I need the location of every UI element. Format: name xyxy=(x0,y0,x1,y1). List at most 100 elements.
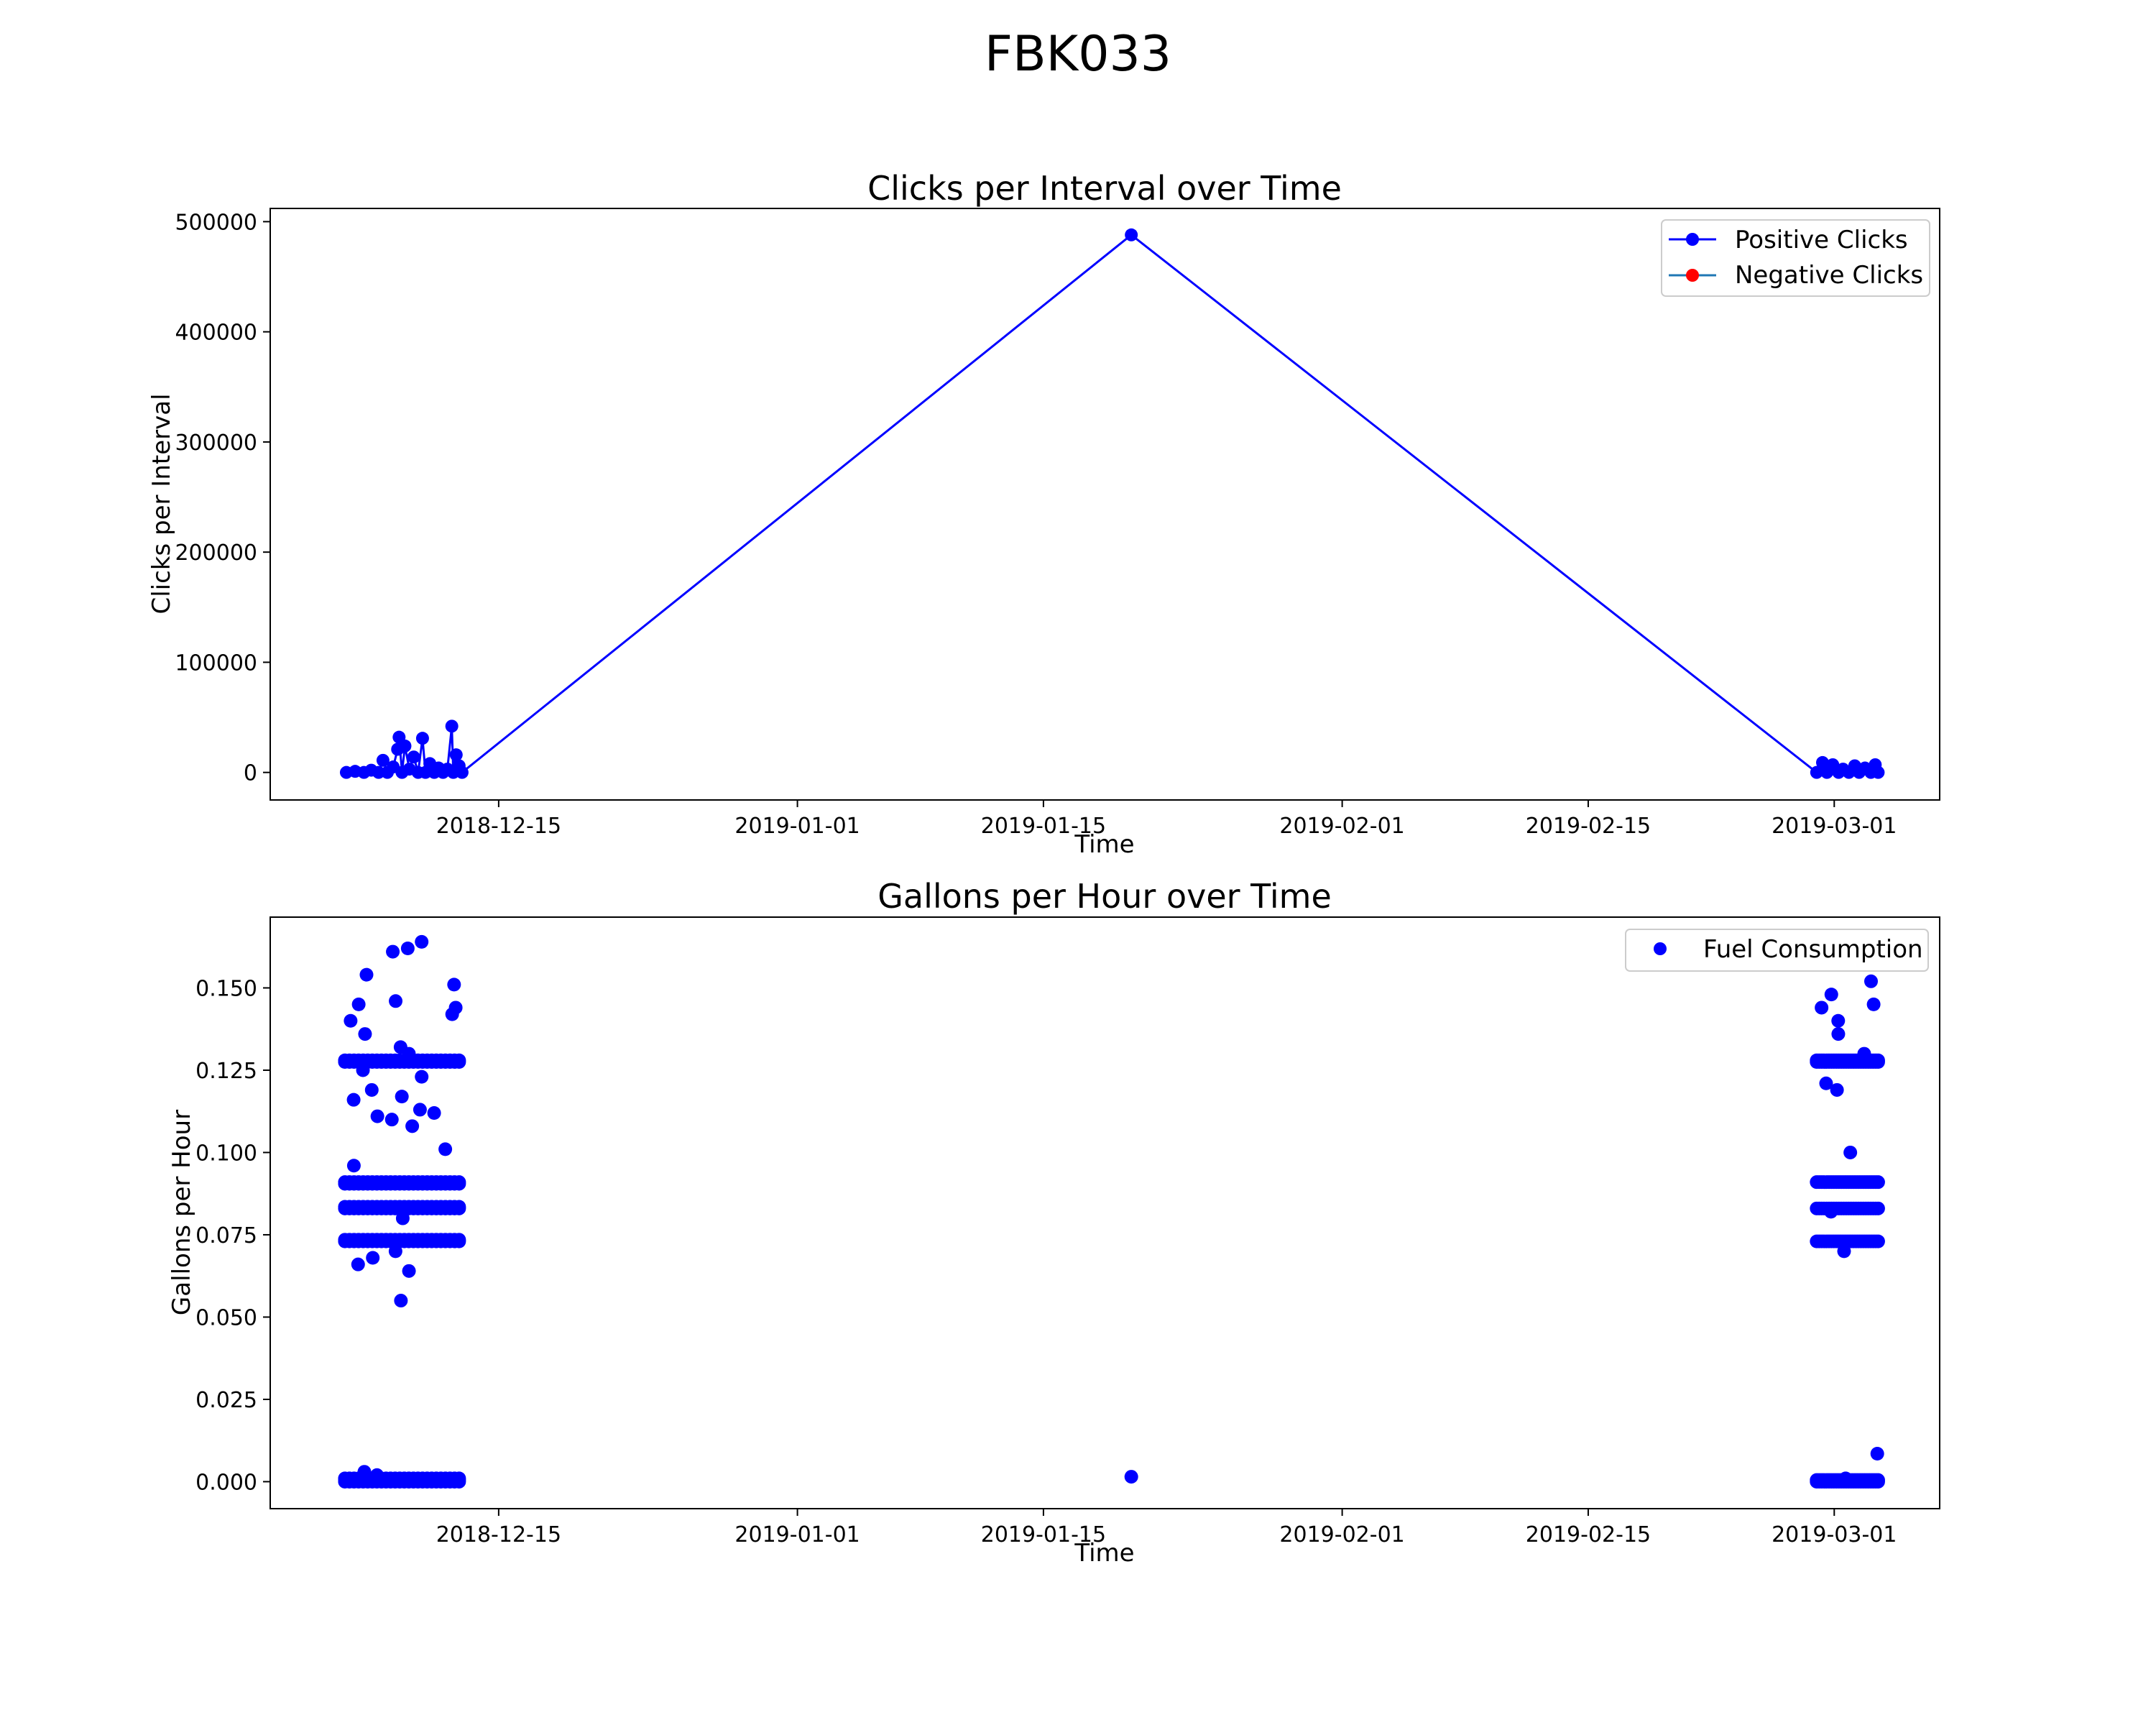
y-tick-label: 0 xyxy=(244,761,257,786)
gallons-chart: Gallons per Hour over Time 2018-12-15 201… xyxy=(167,877,1940,1568)
fuel-point xyxy=(1866,997,1881,1011)
gallons-chart-y-ticks: 0.000 0.025 0.050 0.075 0.100 0.125 0.150 xyxy=(195,976,270,1495)
x-tick-label: 2019-02-15 xyxy=(1526,814,1651,839)
positive-clicks-point xyxy=(398,739,412,753)
x-tick-label: 2019-02-01 xyxy=(1279,1522,1404,1547)
legend-fuel-marker xyxy=(1654,942,1667,955)
fuel-point xyxy=(1871,1473,1885,1487)
fuel-point xyxy=(357,1465,372,1479)
y-tick-label: 0.000 xyxy=(195,1470,257,1495)
fuel-point xyxy=(386,944,400,959)
clicks-chart-plot-frame xyxy=(270,208,1940,801)
fuel-point xyxy=(370,1468,384,1482)
x-tick-label: 2019-01-15 xyxy=(981,1522,1106,1547)
fuel-point xyxy=(452,1053,466,1067)
clicks-chart-x-ticks: 2018-12-15 2019-01-01 2019-01-15 2019-02-01… xyxy=(436,800,1897,839)
fuel-point xyxy=(395,1211,410,1225)
clicks-chart-x-label: Time xyxy=(1074,830,1134,859)
fuel-point xyxy=(1843,1145,1858,1159)
fuel-point xyxy=(370,1109,384,1123)
figure-title: FBK033 xyxy=(985,26,1171,83)
x-tick-label: 2018-12-15 xyxy=(436,814,561,839)
fuel-point xyxy=(402,1264,416,1278)
gallons-chart-y-label: Gallons per Hour xyxy=(167,1110,196,1315)
legend-negative-label: Negative Clicks xyxy=(1735,261,1923,290)
positive-clicks-point xyxy=(1871,765,1885,779)
legend-box xyxy=(1625,929,1929,972)
gallons-chart-plot-frame xyxy=(270,916,1940,1509)
fuel-point xyxy=(393,1040,407,1054)
positive-clicks-point xyxy=(455,765,469,779)
y-tick-label: 500000 xyxy=(175,210,257,235)
y-tick-label: 0.125 xyxy=(195,1059,257,1084)
legend-positive-marker xyxy=(1686,233,1699,246)
fuel-point xyxy=(438,1142,453,1156)
fuel-point xyxy=(351,1257,365,1271)
fuel-point xyxy=(1815,1000,1829,1015)
clicks-chart-marks xyxy=(339,228,1885,779)
x-tick-label: 2019-02-15 xyxy=(1526,1522,1651,1547)
legend-negative-marker xyxy=(1686,269,1699,282)
fuel-point xyxy=(346,1159,361,1173)
positive-clicks-point xyxy=(445,719,459,733)
fuel-point xyxy=(1838,1471,1853,1486)
fuel-point xyxy=(1824,1205,1838,1219)
fuel-point xyxy=(1124,1470,1138,1484)
fuel-point xyxy=(356,1063,370,1077)
fuel-point xyxy=(1871,1053,1885,1067)
positive-clicks-line xyxy=(346,234,1879,774)
fuel-point xyxy=(1871,1201,1885,1215)
y-tick-label: 100000 xyxy=(175,650,257,676)
fuel-point xyxy=(413,1103,427,1117)
fuel-point xyxy=(427,1106,441,1121)
gallons-chart-marks xyxy=(338,934,1885,1489)
x-tick-label: 2019-01-15 xyxy=(981,814,1106,839)
legend-positive-label: Positive Clicks xyxy=(1735,226,1908,254)
fuel-point xyxy=(1857,1046,1871,1061)
fuel-point xyxy=(388,1244,402,1259)
clicks-chart-legend: Positive Clicks Negative Clicks xyxy=(1661,219,1930,297)
x-tick-label: 2018-12-15 xyxy=(436,1522,561,1547)
fuel-point xyxy=(344,1013,358,1028)
legend-box xyxy=(1661,219,1930,297)
fuel-point xyxy=(366,1251,380,1265)
y-tick-label: 400000 xyxy=(175,321,257,346)
y-tick-label: 0.075 xyxy=(195,1223,257,1248)
y-tick-label: 0.050 xyxy=(195,1305,257,1330)
x-tick-label: 2019-03-01 xyxy=(1772,814,1897,839)
positive-clicks-point xyxy=(407,750,420,764)
fuel-point xyxy=(447,978,461,992)
x-tick-label: 2019-02-01 xyxy=(1279,814,1404,839)
positive-clicks-point xyxy=(376,753,390,767)
fuel-point xyxy=(448,1000,463,1015)
fuel-point xyxy=(1870,1447,1884,1461)
fuel-point xyxy=(389,994,403,1008)
y-tick-label: 200000 xyxy=(175,540,257,566)
gallons-chart-x-ticks: 2018-12-15 2019-01-01 2019-01-15 2019-02-01… xyxy=(436,1509,1897,1547)
fuel-point xyxy=(1871,1234,1885,1248)
fuel-point xyxy=(364,1082,379,1097)
positive-clicks-point xyxy=(1125,228,1138,242)
fuel-point xyxy=(452,1233,466,1247)
y-tick-label: 0.150 xyxy=(195,976,257,1001)
x-tick-label: 2019-03-01 xyxy=(1772,1522,1897,1547)
gallons-chart-x-label: Time xyxy=(1074,1539,1134,1568)
fuel-point xyxy=(415,1070,429,1084)
legend-fuel-label: Fuel Consumption xyxy=(1703,935,1923,964)
fuel-point xyxy=(452,1200,466,1214)
fuel-point xyxy=(1830,1082,1844,1097)
fuel-point xyxy=(1831,1027,1846,1041)
gallons-chart-title: Gallons per Hour over Time xyxy=(877,877,1332,916)
fuel-point xyxy=(1831,1013,1846,1028)
fuel-point xyxy=(452,1175,466,1190)
fuel-point xyxy=(1871,1175,1885,1190)
fuel-point xyxy=(358,1027,372,1041)
fuel-point xyxy=(400,942,415,956)
fuel-point xyxy=(384,1113,399,1127)
clicks-chart-y-label: Clicks per Interval xyxy=(147,393,176,614)
fuel-point xyxy=(405,1119,420,1133)
gallons-chart-legend: Fuel Consumption xyxy=(1625,929,1929,972)
fuel-point xyxy=(351,997,366,1011)
clicks-chart-y-ticks: 0 100000 200000 300000 400000 500000 xyxy=(175,210,270,786)
